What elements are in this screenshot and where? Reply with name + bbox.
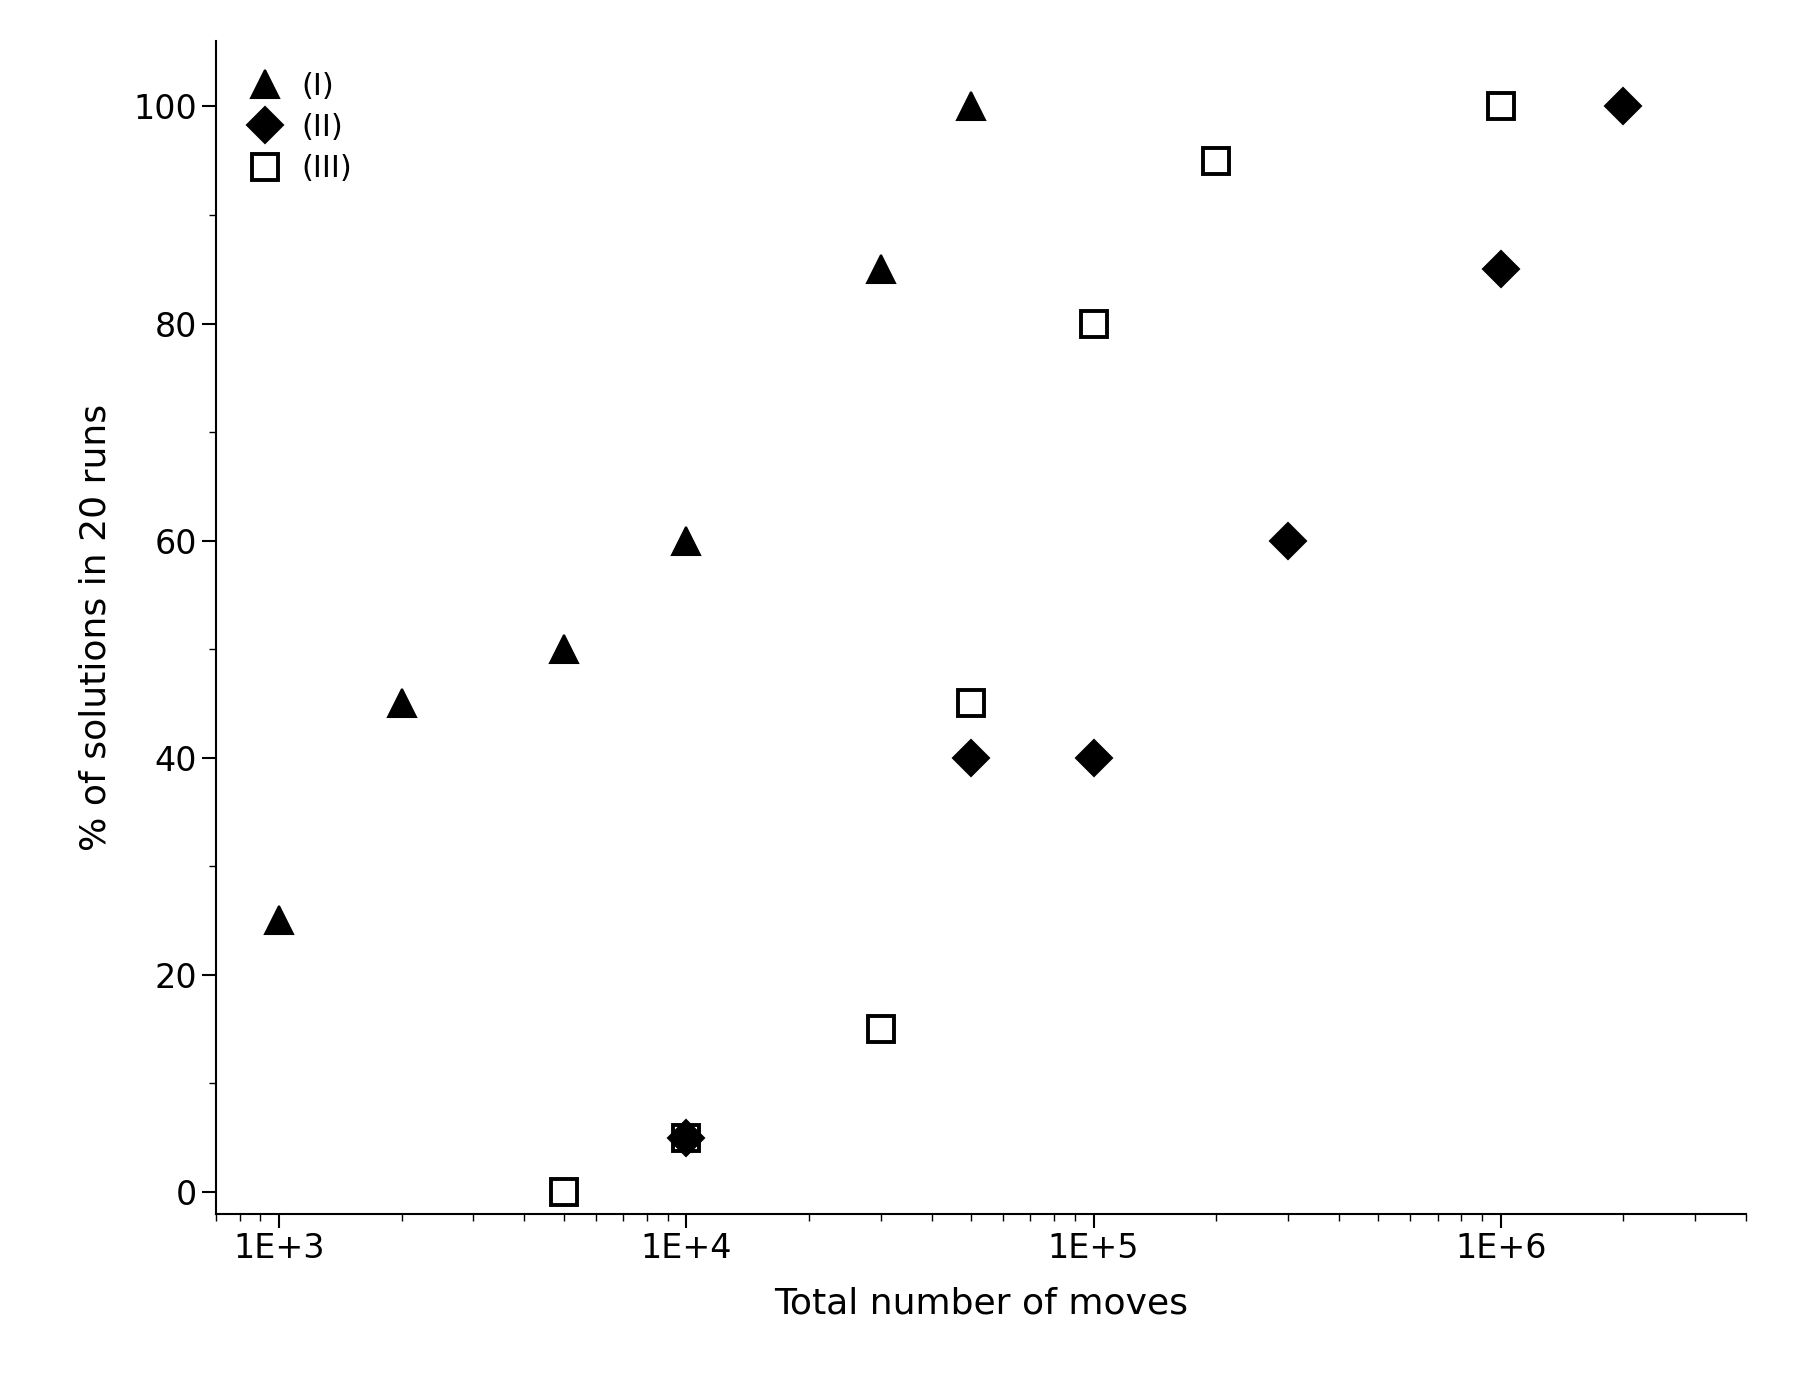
(II) (1084, 749, 1105, 765)
(I) (553, 641, 574, 658)
(III) (553, 1183, 574, 1200)
X-axis label: Total number of moves: Total number of moves (774, 1287, 1188, 1320)
Line: (II): (II) (673, 94, 1636, 1150)
(II) (1613, 98, 1634, 114)
(III) (869, 1020, 891, 1037)
(II) (1490, 261, 1512, 277)
Y-axis label: % of solutions in 20 runs: % of solutions in 20 runs (79, 404, 113, 851)
(II) (959, 749, 981, 765)
(I) (959, 98, 981, 114)
(III) (1490, 98, 1512, 114)
(I) (675, 532, 697, 549)
(III) (1206, 153, 1228, 170)
(I) (869, 261, 891, 277)
(III) (1084, 316, 1105, 332)
(III) (959, 695, 981, 712)
(I) (391, 695, 412, 712)
(I) (268, 913, 290, 929)
Legend: (I), (II), (III): (I), (II), (III) (230, 57, 367, 199)
(II) (675, 1129, 697, 1146)
(III) (675, 1129, 697, 1146)
Line: (III): (III) (551, 94, 1514, 1205)
Line: (I): (I) (265, 92, 985, 935)
(II) (1276, 532, 1298, 549)
